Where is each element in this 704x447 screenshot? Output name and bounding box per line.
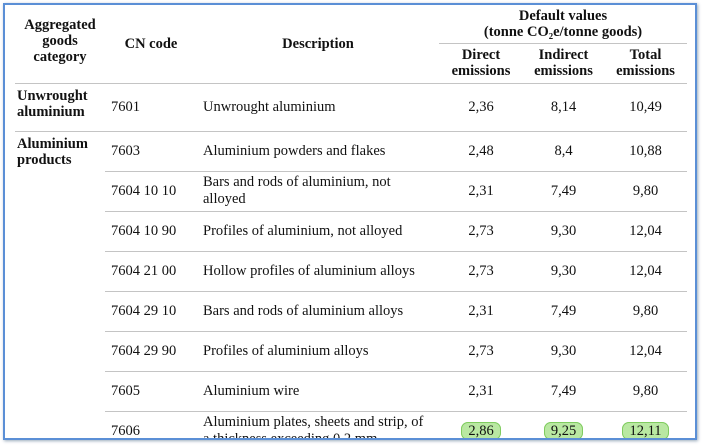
- table-row: 7604 29 90 Profiles of aluminium alloys 2,…: [15, 331, 688, 372]
- table-body: Unwrought aluminium 7601 Unwrought alumini…: [15, 83, 688, 438]
- category-cell: Unwrought aluminium: [15, 83, 105, 132]
- total-cell: 12,04: [604, 211, 688, 252]
- header-direct: Direct emissions: [439, 43, 523, 84]
- indirect-cell: 9,30: [523, 331, 604, 372]
- cn-code-cell: 7604 10 10: [105, 171, 197, 212]
- description-cell: Aluminium plates, sheets and strip, of a…: [197, 411, 439, 438]
- header-description: Description: [197, 5, 439, 84]
- table-row: 7604 29 10 Bars and rods of aluminium all…: [15, 291, 688, 332]
- total-cell: 10,88: [604, 131, 688, 172]
- header-unit: (tonne CO₂e/tonne goods): [483, 23, 643, 40]
- indirect-cell: 9,25: [523, 411, 604, 438]
- table-row: Aluminium products 7603 Aluminium powders …: [15, 131, 688, 438]
- total-cell: 12,04: [604, 251, 688, 292]
- description-cell: Aluminium wire: [197, 371, 439, 412]
- header-cn-code: CN code: [105, 5, 197, 84]
- direct-cell: 2,48: [439, 131, 523, 172]
- indirect-cell: 7,49: [523, 371, 604, 412]
- description-cell: Hollow profiles of aluminium alloys: [197, 251, 439, 292]
- direct-cell: 2,31: [439, 171, 523, 212]
- indirect-cell: 7,49: [523, 291, 604, 332]
- cn-code-cell: 7604 29 10: [105, 291, 197, 332]
- description-cell: Profiles of aluminium, not alloyed: [197, 211, 439, 252]
- total-cell: 9,80: [604, 291, 688, 332]
- highlighted-value: 2,86: [461, 421, 501, 438]
- table-frame: Aggregated goods category CN code Descri…: [3, 3, 697, 440]
- highlighted-value: 12,11: [622, 421, 669, 438]
- cn-code-cell: 7603: [105, 131, 197, 172]
- header-default-values: Default values (tonne CO₂e/tonne goods): [439, 5, 688, 44]
- indirect-cell: 8,4: [523, 131, 604, 172]
- description-cell: Unwrought aluminium: [197, 83, 439, 132]
- indirect-cell: 7,49: [523, 171, 604, 212]
- cn-code-cell: 7604 21 00: [105, 251, 197, 292]
- header-category: Aggregated goods category: [15, 5, 105, 84]
- description-cell: Aluminium powders and flakes: [197, 131, 439, 172]
- indirect-cell: 9,30: [523, 251, 604, 292]
- table-row: Unwrought aluminium 7601 Unwrought alumini…: [15, 83, 688, 132]
- table-row: 7606 Aluminium plates, sheets and strip, …: [15, 411, 688, 438]
- header-indirect: Indirect emissions: [523, 43, 604, 84]
- table-row: 7604 21 00 Hollow profiles of aluminium a…: [15, 251, 688, 292]
- description-cell: Bars and rods of aluminium, not alloyed: [197, 171, 439, 212]
- direct-cell: 2,73: [439, 331, 523, 372]
- total-cell: 9,80: [604, 371, 688, 412]
- total-cell: 10,49: [604, 83, 688, 132]
- cn-code-cell: 7604 29 90: [105, 331, 197, 372]
- total-cell: 12,11: [604, 411, 688, 438]
- indirect-cell: 9,30: [523, 211, 604, 252]
- direct-cell: 2,31: [439, 291, 523, 332]
- emissions-table: Aggregated goods category CN code Descri…: [15, 5, 688, 438]
- direct-cell: 2,73: [439, 251, 523, 292]
- direct-cell: 2,31: [439, 371, 523, 412]
- description-cell: Profiles of aluminium alloys: [197, 331, 439, 372]
- direct-cell: 2,86: [439, 411, 523, 438]
- header-default-title: Default values: [518, 7, 608, 24]
- cn-code-cell: 7605: [105, 371, 197, 412]
- highlighted-value: 9,25: [543, 421, 584, 438]
- table-row: 7604 10 10 Bars and rods of aluminium, no…: [15, 171, 688, 212]
- total-cell: 9,80: [604, 171, 688, 212]
- indirect-cell: 8,14: [523, 83, 604, 132]
- cn-code-cell: 7606: [105, 411, 197, 438]
- category-cell: Aluminium products: [15, 131, 105, 438]
- cn-code-cell: 7601: [105, 83, 197, 132]
- direct-cell: 2,73: [439, 211, 523, 252]
- table-row: 7605 Aluminium wire 2,31 7,49 9,80: [15, 371, 688, 412]
- description-cell: Bars and rods of aluminium alloys: [197, 291, 439, 332]
- direct-cell: 2,36: [439, 83, 523, 132]
- cn-code-cell: 7604 10 90: [105, 211, 197, 252]
- total-cell: 12,04: [604, 331, 688, 372]
- table-row: 7604 10 90 Profiles of aluminium, not all…: [15, 211, 688, 252]
- header-total: Total emissions: [604, 43, 688, 84]
